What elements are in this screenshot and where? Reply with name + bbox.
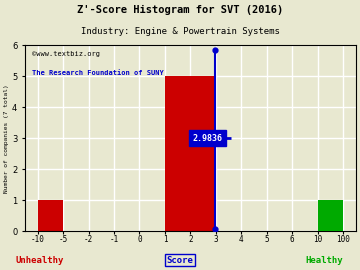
Text: Score: Score	[167, 256, 193, 265]
Text: Unhealthy: Unhealthy	[15, 256, 64, 265]
Text: Industry: Engine & Powertrain Systems: Industry: Engine & Powertrain Systems	[81, 27, 279, 36]
Bar	[318, 200, 343, 231]
Text: ©www.textbiz.org: ©www.textbiz.org	[32, 51, 100, 57]
Text: 2.9836: 2.9836	[193, 134, 223, 143]
Text: Healthy: Healthy	[305, 256, 343, 265]
Text: The Research Foundation of SUNY: The Research Foundation of SUNY	[32, 70, 163, 76]
Y-axis label: Number of companies (7 total): Number of companies (7 total)	[4, 84, 9, 193]
Bar	[38, 200, 63, 231]
Text: Z'-Score Histogram for SVT (2016): Z'-Score Histogram for SVT (2016)	[77, 5, 283, 15]
Bar	[165, 76, 216, 231]
